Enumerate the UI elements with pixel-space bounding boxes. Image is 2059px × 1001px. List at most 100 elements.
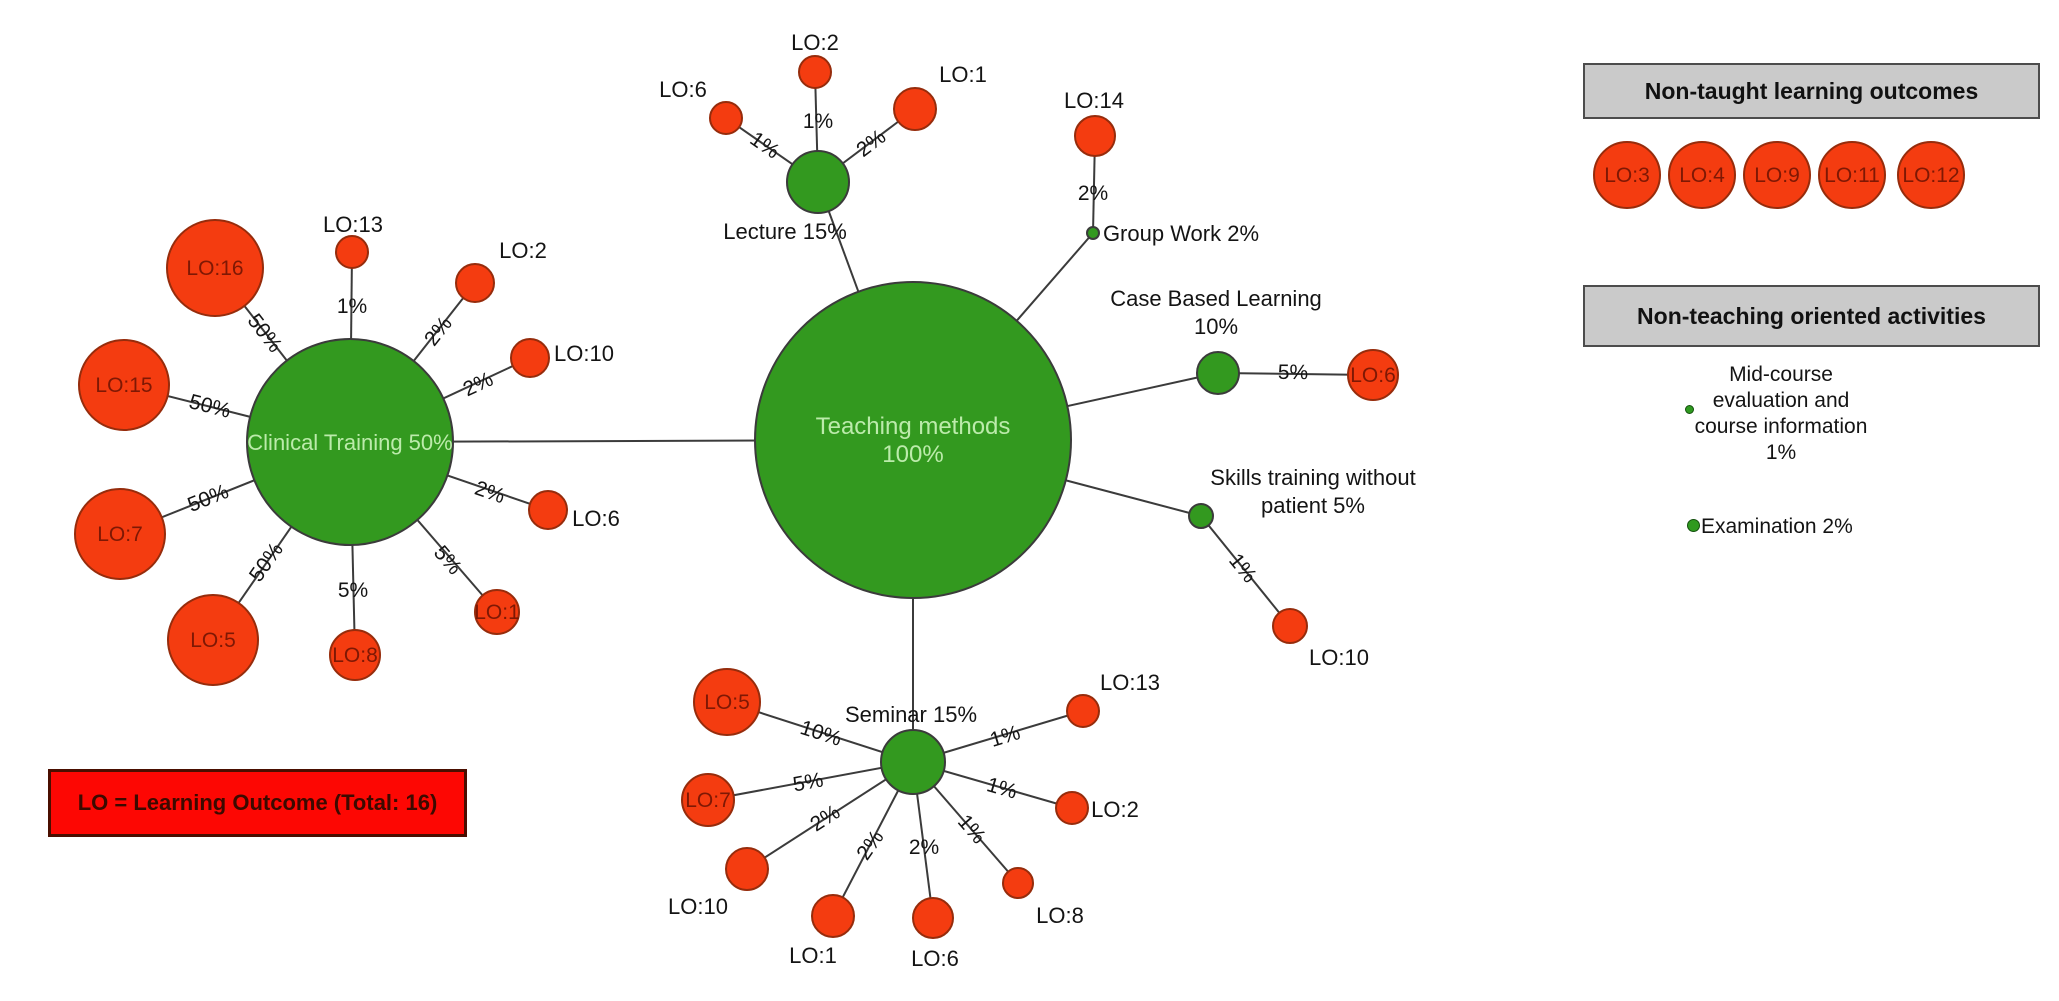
- node-g-lo14-outcome-circle: [1074, 115, 1116, 157]
- node-l-lo2-outcome-circle: [798, 55, 832, 89]
- node-c-lo2-outcome-circle: [455, 263, 495, 303]
- node-sem-lo7-outcome-circle: [681, 773, 735, 827]
- edge-label-clinical-c-lo1: 5%: [429, 541, 466, 579]
- mid-course-line-2: evaluation and: [1712, 389, 1850, 412]
- node-sem-lo1-outcome-circle: [811, 894, 855, 938]
- edge-label-clinical-c-lo15: 50%: [187, 390, 233, 423]
- node-groupwork-method-circle: [1086, 226, 1100, 240]
- mid-course-line-1: Mid-course: [1729, 363, 1833, 386]
- node-cb-lo6-outcome-circle: [1347, 349, 1399, 401]
- node-c-lo15-outcome-circle: [78, 339, 170, 431]
- node-label-sem-lo7: LO:7: [685, 789, 731, 812]
- non-taught-outcome-circle-3: [1743, 141, 1811, 209]
- node-label-sem-lo13: LO:13: [1100, 670, 1160, 695]
- non-teaching-activities-header: Non-teaching oriented activities: [1583, 285, 2040, 347]
- examination-label: Examination 2%: [1701, 515, 1853, 538]
- node-label-sem-lo10: LO:10: [668, 894, 728, 919]
- non-taught-outcome-label-1: LO:3: [1604, 164, 1650, 187]
- non-taught-outcome-label-2: LO:4: [1679, 164, 1725, 187]
- node-label-seminar: Seminar 15%: [845, 702, 977, 727]
- edge-label-lecture-l-lo6: 1%: [746, 127, 784, 163]
- edge-label-seminar-sem-lo5: 10%: [797, 716, 844, 751]
- node-label-sem-lo2: LO:2: [1091, 797, 1139, 822]
- non-taught-outcome-circle-1: [1593, 141, 1661, 209]
- node-c-lo13-outcome-circle: [335, 235, 369, 269]
- node-c-lo6-outcome-circle: [528, 490, 568, 530]
- mid-course-line-4: 1%: [1765, 441, 1797, 464]
- edge-label-seminar-sem-lo13: 1%: [987, 721, 1023, 752]
- edge-label-seminar-sem-lo1: 2%: [852, 826, 888, 864]
- edge-label-clinical-c-lo6: 2%: [472, 476, 508, 508]
- node-label-g-lo14: LO:14: [1064, 88, 1124, 113]
- edge-label-lecture-l-lo1: 2%: [852, 125, 890, 162]
- node-casebased-method-circle: [1196, 351, 1240, 395]
- node-label-l-lo1: LO:1: [939, 62, 987, 87]
- node-label-c-lo7: LO:7: [97, 523, 143, 546]
- edge-label-clinical-c-lo2: 2%: [420, 312, 457, 350]
- legend-note-box: LO = Learning Outcome (Total: 16): [48, 769, 467, 837]
- non-taught-outcome-label-5: LO:12: [1902, 164, 1959, 187]
- node-label-clinical: Clinical Training 50%: [247, 430, 452, 455]
- node-label-cb-lo6: LO:6: [1350, 364, 1396, 387]
- non-taught-outcome-circle-4: [1818, 141, 1886, 209]
- edge-label-clinical-c-lo16: 50%: [243, 309, 287, 356]
- node-label-sem-lo5: LO:5: [704, 691, 750, 714]
- node-label-l-lo2: LO:2: [791, 30, 839, 55]
- edge-label-clinical-c-lo7: 50%: [184, 480, 232, 517]
- node-label-sem-lo8: LO:8: [1036, 903, 1084, 928]
- edge-label-lecture-l-lo2: 1%: [803, 110, 833, 133]
- edge-label-seminar-sem-lo7: 5%: [791, 768, 825, 796]
- edge-label-casebased-cb-lo6: 5%: [1278, 360, 1309, 383]
- node-label-lecture: Lecture 15%: [723, 219, 847, 244]
- node-l-lo6-outcome-circle: [709, 101, 743, 135]
- node-label-c-lo15: LO:15: [95, 374, 152, 397]
- node-label-sem-lo6: LO:6: [911, 946, 959, 971]
- node-c-lo1-outcome-circle: [474, 589, 520, 635]
- node-label-teaching: Teaching methods 100%: [816, 413, 1011, 468]
- edge-label-skills-s-lo10: 1%: [1225, 549, 1262, 587]
- edge-seminar-sem-lo7: [707, 761, 914, 801]
- non-taught-outcomes-header: Non-taught learning outcomes: [1583, 63, 2040, 119]
- mid-course-dot: [1685, 405, 1694, 414]
- node-label-c-lo1: LO:1: [474, 601, 520, 624]
- edge-skills-s-lo10: [1200, 515, 1291, 627]
- edge-label-clinical-c-lo10: 2%: [459, 367, 496, 401]
- node-label-sem-lo1: LO:1: [789, 943, 837, 968]
- node-s-lo10-outcome-circle: [1272, 608, 1308, 644]
- edge-label-clinical-c-lo5: 50%: [245, 538, 288, 586]
- mid-course-evaluation-label: Mid-course evaluation and course informa…: [1661, 362, 1901, 466]
- node-l-lo1-outcome-circle: [893, 87, 937, 131]
- node-c-lo5-outcome-circle: [167, 594, 259, 686]
- edge-label-clinical-c-lo8: 5%: [338, 579, 368, 602]
- node-sem-lo2-outcome-circle: [1055, 791, 1089, 825]
- edge-label-seminar-sem-lo6: 2%: [909, 836, 939, 859]
- node-label-c-lo6: LO:6: [572, 506, 620, 531]
- examination-dot: [1687, 519, 1700, 532]
- node-c-lo16-outcome-circle: [166, 219, 264, 317]
- node-label-c-lo2: LO:2: [499, 238, 547, 263]
- node-label-c-lo5: LO:5: [190, 629, 236, 652]
- edge-label-seminar-sem-lo2: 1%: [984, 773, 1020, 804]
- node-label-groupwork: Group Work 2%: [1103, 221, 1259, 246]
- node-clinical-method-circle: [246, 338, 454, 546]
- node-label-l-lo6: LO:6: [659, 77, 707, 102]
- edge-label-seminar-sem-lo10: 2%: [806, 800, 844, 836]
- mid-course-line-3: course information: [1694, 415, 1868, 438]
- node-label-skills: Skills training without patient 5%: [1210, 465, 1415, 518]
- non-taught-outcome-circle-2: [1668, 141, 1736, 209]
- node-sem-lo13-outcome-circle: [1066, 694, 1100, 728]
- node-seminar-method-circle: [880, 729, 946, 795]
- node-label-s-lo10: LO:10: [1309, 645, 1369, 670]
- node-label-c-lo8: LO:8: [332, 644, 378, 667]
- non-taught-outcome-label-3: LO:9: [1754, 164, 1800, 187]
- edge-label-groupwork-g-lo14: 2%: [1078, 182, 1108, 205]
- non-taught-outcome-label-4: LO:11: [1824, 164, 1880, 187]
- node-label-c-lo13: LO:13: [323, 212, 383, 237]
- node-sem-lo5-outcome-circle: [693, 668, 761, 736]
- node-c-lo10-outcome-circle: [510, 338, 550, 378]
- node-sem-lo8-outcome-circle: [1002, 867, 1034, 899]
- node-c-lo7-outcome-circle: [74, 488, 166, 580]
- node-sem-lo6-outcome-circle: [912, 897, 954, 939]
- node-sem-lo10-outcome-circle: [725, 847, 769, 891]
